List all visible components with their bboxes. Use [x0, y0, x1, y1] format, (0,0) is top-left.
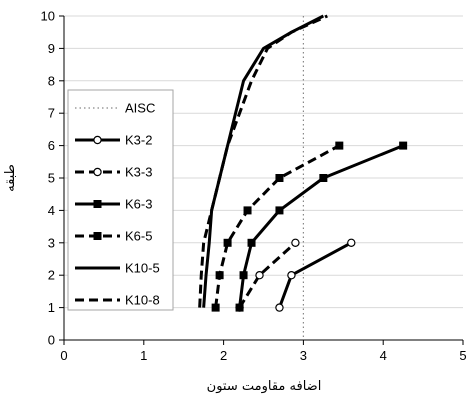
y-tick-label: 8 — [48, 73, 55, 88]
legend-marker — [93, 232, 102, 240]
legend-entry: AISC — [75, 101, 155, 116]
y-tick-label: 9 — [48, 41, 55, 56]
data-point — [275, 303, 284, 312]
y-tick-label: 0 — [48, 333, 55, 348]
x-tick-label: 4 — [380, 348, 387, 363]
series-line — [214, 144, 341, 308]
legend-label: K10-5 — [125, 261, 160, 276]
data-point — [239, 271, 248, 280]
data-point — [275, 174, 284, 182]
legend: AISC K3-2 K3-3 K6-3 K6-5 K10-5 K10-8 — [67, 89, 174, 311]
legend-marker — [93, 135, 102, 145]
y-axis-title: طبقه — [3, 164, 18, 192]
legend-label: AISC — [125, 101, 155, 116]
y-tick-label: 1 — [48, 300, 55, 315]
x-tick-label: 0 — [60, 348, 67, 363]
legend-entry: K3-2 — [75, 133, 152, 148]
data-point — [235, 303, 244, 312]
data-point — [243, 206, 252, 215]
series-k6-5 — [211, 141, 344, 312]
legend-label: K3-3 — [125, 165, 152, 180]
data-point — [275, 206, 284, 215]
data-point — [287, 271, 296, 280]
data-point — [291, 238, 300, 247]
x-tick-labels: 0 1 2 3 4 5 — [60, 348, 466, 363]
data-point — [399, 141, 408, 150]
legend-entry: K10-5 — [75, 261, 160, 276]
data-point — [211, 303, 220, 312]
data-point — [247, 238, 256, 247]
legend-marker — [93, 167, 102, 177]
series-k6-3 — [235, 141, 408, 312]
legend-label: K6-5 — [125, 229, 152, 244]
x-tick-label: 3 — [300, 348, 307, 363]
y-tick-label: 10 — [41, 9, 55, 24]
x-tick-label: 1 — [140, 348, 147, 363]
legend-box — [67, 89, 174, 311]
data-point — [223, 238, 232, 247]
x-tick-label: 5 — [459, 348, 466, 363]
legend-label: K6-3 — [125, 197, 152, 212]
y-tick-label: 4 — [48, 203, 55, 218]
legend-entry: K10-8 — [75, 293, 160, 308]
y-tick-label: 7 — [48, 106, 55, 121]
legend-entry: K3-3 — [75, 165, 152, 180]
x-tick-label: 2 — [220, 348, 227, 363]
data-point — [319, 174, 328, 182]
legend-label: K3-2 — [125, 133, 152, 148]
y-tick-label: 2 — [48, 268, 55, 283]
series-k10-5 — [202, 14, 325, 308]
y-tick-label: 5 — [48, 171, 55, 186]
legend-entry: K6-5 — [75, 229, 152, 244]
series-line — [202, 14, 325, 308]
y-tick-label: 3 — [48, 235, 55, 250]
data-point — [215, 271, 224, 280]
series-line — [238, 241, 297, 309]
legend-marker — [93, 200, 102, 208]
series-line — [238, 144, 404, 308]
y-tick-labels: 0 1 2 3 4 5 6 7 8 9 10 — [41, 9, 55, 348]
series-k3-2 — [275, 238, 356, 312]
y-tick-label: 6 — [48, 138, 55, 153]
legend-label: K10-8 — [125, 293, 160, 308]
axes — [59, 15, 464, 345]
legend-entry: K6-3 — [75, 197, 152, 212]
data-point — [335, 141, 344, 150]
series-group — [198, 14, 408, 312]
x-axis-title: اضافه مقاومت ستون — [207, 379, 322, 394]
data-point — [255, 271, 264, 280]
data-point — [347, 238, 356, 247]
